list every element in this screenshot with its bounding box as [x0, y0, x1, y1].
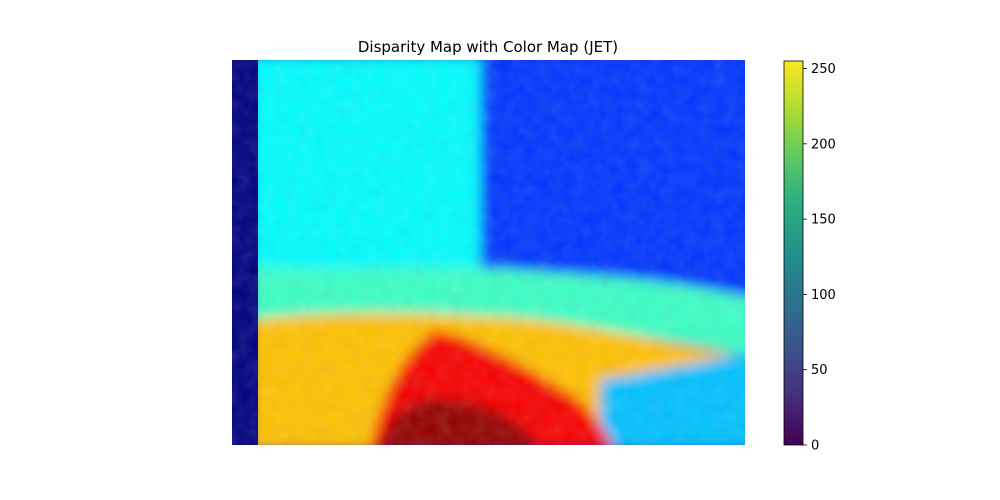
chart-title: Disparity Map with Color Map (JET): [358, 38, 618, 56]
colorbar-tick-label: 250: [811, 62, 836, 77]
colorbar-tick-label: 100: [811, 288, 836, 303]
colorbar-tick-label: 0: [811, 439, 819, 454]
colorbar: 0 50 100 150 200 250: [783, 60, 836, 454]
colorbar-tick-label: 200: [811, 137, 836, 152]
colorbar-tick-label: 50: [811, 363, 828, 378]
heatmap-texture: [232, 60, 745, 445]
colorbar-tick-label: 150: [811, 213, 836, 228]
colorbar-gradient: [783, 60, 804, 446]
disparity-heatmap: [232, 60, 745, 445]
colorbar-ticks: 0 50 100 150 200 250: [803, 62, 836, 454]
